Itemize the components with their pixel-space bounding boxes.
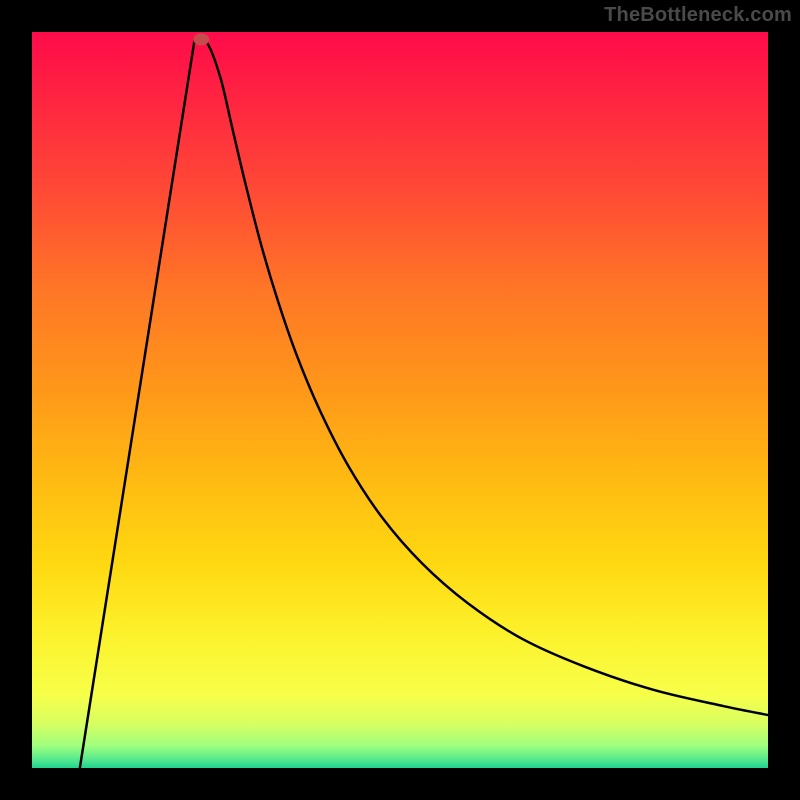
chart-container: TheBottleneck.com <box>0 0 800 800</box>
optimal-marker <box>193 33 209 45</box>
plot-area <box>32 32 768 768</box>
watermark-text: TheBottleneck.com <box>604 4 792 27</box>
gradient-background <box>32 32 768 768</box>
bottleneck-chart <box>32 32 768 768</box>
